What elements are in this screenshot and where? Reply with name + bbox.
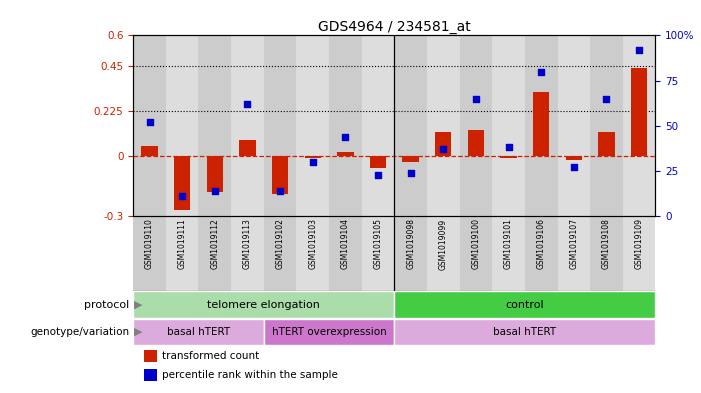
Bar: [329, 35, 362, 216]
Text: transformed count: transformed count: [162, 351, 259, 361]
Bar: [427, 216, 460, 291]
Text: GSM1019113: GSM1019113: [243, 219, 252, 269]
Point: [503, 144, 514, 151]
Bar: [590, 216, 622, 291]
Bar: [468, 130, 484, 156]
Bar: [207, 156, 223, 192]
Bar: [362, 35, 395, 216]
Bar: [362, 216, 395, 291]
Bar: [239, 140, 256, 156]
Text: genotype/variation: genotype/variation: [31, 327, 130, 337]
Point: [307, 159, 318, 165]
Bar: [492, 216, 525, 291]
Bar: [264, 319, 395, 345]
Bar: [395, 319, 655, 345]
Bar: [395, 35, 427, 216]
Text: telomere elongation: telomere elongation: [207, 299, 320, 310]
Text: hTERT overexpression: hTERT overexpression: [272, 327, 386, 337]
Bar: [166, 35, 198, 216]
Bar: [402, 156, 418, 162]
Point: [242, 101, 253, 107]
Text: GSM1019100: GSM1019100: [471, 219, 480, 269]
Bar: [304, 156, 321, 158]
Bar: [557, 216, 590, 291]
Bar: [566, 156, 582, 160]
Text: GSM1019099: GSM1019099: [439, 219, 448, 270]
Bar: [144, 369, 157, 381]
Bar: [395, 216, 427, 291]
Text: control: control: [505, 299, 544, 310]
Bar: [631, 68, 647, 156]
Bar: [133, 291, 395, 318]
Bar: [133, 319, 264, 345]
Bar: [533, 92, 550, 156]
Bar: [460, 35, 492, 216]
Bar: [460, 216, 492, 291]
Bar: [142, 146, 158, 156]
Bar: [133, 35, 166, 216]
Bar: [272, 156, 288, 194]
Text: basal hTERT: basal hTERT: [167, 327, 230, 337]
Text: protocol: protocol: [84, 299, 130, 310]
Bar: [198, 216, 231, 291]
Text: GSM1019098: GSM1019098: [406, 219, 415, 269]
Point: [177, 193, 188, 199]
Bar: [329, 216, 362, 291]
Point: [601, 95, 612, 102]
Point: [405, 170, 416, 176]
Point: [437, 146, 449, 152]
Bar: [525, 35, 557, 216]
Text: GSM1019107: GSM1019107: [569, 219, 578, 269]
Text: GSM1019105: GSM1019105: [374, 219, 383, 269]
Text: ▶: ▶: [134, 327, 142, 337]
Text: GSM1019102: GSM1019102: [275, 219, 285, 269]
Bar: [231, 35, 264, 216]
Point: [569, 164, 580, 171]
Point: [634, 47, 645, 53]
Bar: [590, 35, 622, 216]
Bar: [264, 216, 297, 291]
Point: [209, 188, 220, 194]
Bar: [297, 35, 329, 216]
Bar: [622, 35, 655, 216]
Text: GSM1019111: GSM1019111: [177, 219, 186, 269]
Text: GSM1019112: GSM1019112: [210, 219, 219, 269]
Text: ▶: ▶: [134, 299, 142, 310]
Point: [340, 134, 351, 140]
Text: percentile rank within the sample: percentile rank within the sample: [162, 370, 338, 380]
Bar: [174, 156, 190, 210]
Bar: [144, 350, 157, 362]
Bar: [337, 152, 353, 156]
Bar: [557, 35, 590, 216]
Bar: [198, 35, 231, 216]
Bar: [297, 216, 329, 291]
Bar: [427, 35, 460, 216]
Text: GSM1019101: GSM1019101: [504, 219, 513, 269]
Text: basal hTERT: basal hTERT: [494, 327, 557, 337]
Bar: [435, 132, 451, 156]
Point: [144, 119, 155, 125]
Text: GSM1019110: GSM1019110: [145, 219, 154, 269]
Bar: [492, 35, 525, 216]
Point: [275, 188, 286, 194]
Bar: [264, 35, 297, 216]
Bar: [395, 291, 655, 318]
Bar: [231, 216, 264, 291]
Point: [470, 95, 482, 102]
Point: [372, 171, 383, 178]
Text: GSM1019106: GSM1019106: [537, 219, 545, 269]
Text: GSM1019103: GSM1019103: [308, 219, 318, 269]
Bar: [525, 216, 557, 291]
Bar: [599, 132, 615, 156]
Bar: [133, 216, 166, 291]
Text: GSM1019109: GSM1019109: [634, 219, 644, 269]
Point: [536, 68, 547, 75]
Text: GSM1019108: GSM1019108: [602, 219, 611, 269]
Text: GSM1019104: GSM1019104: [341, 219, 350, 269]
Bar: [166, 216, 198, 291]
Title: GDS4964 / 234581_at: GDS4964 / 234581_at: [318, 20, 470, 34]
Bar: [501, 156, 517, 158]
Bar: [622, 216, 655, 291]
Bar: [370, 156, 386, 168]
